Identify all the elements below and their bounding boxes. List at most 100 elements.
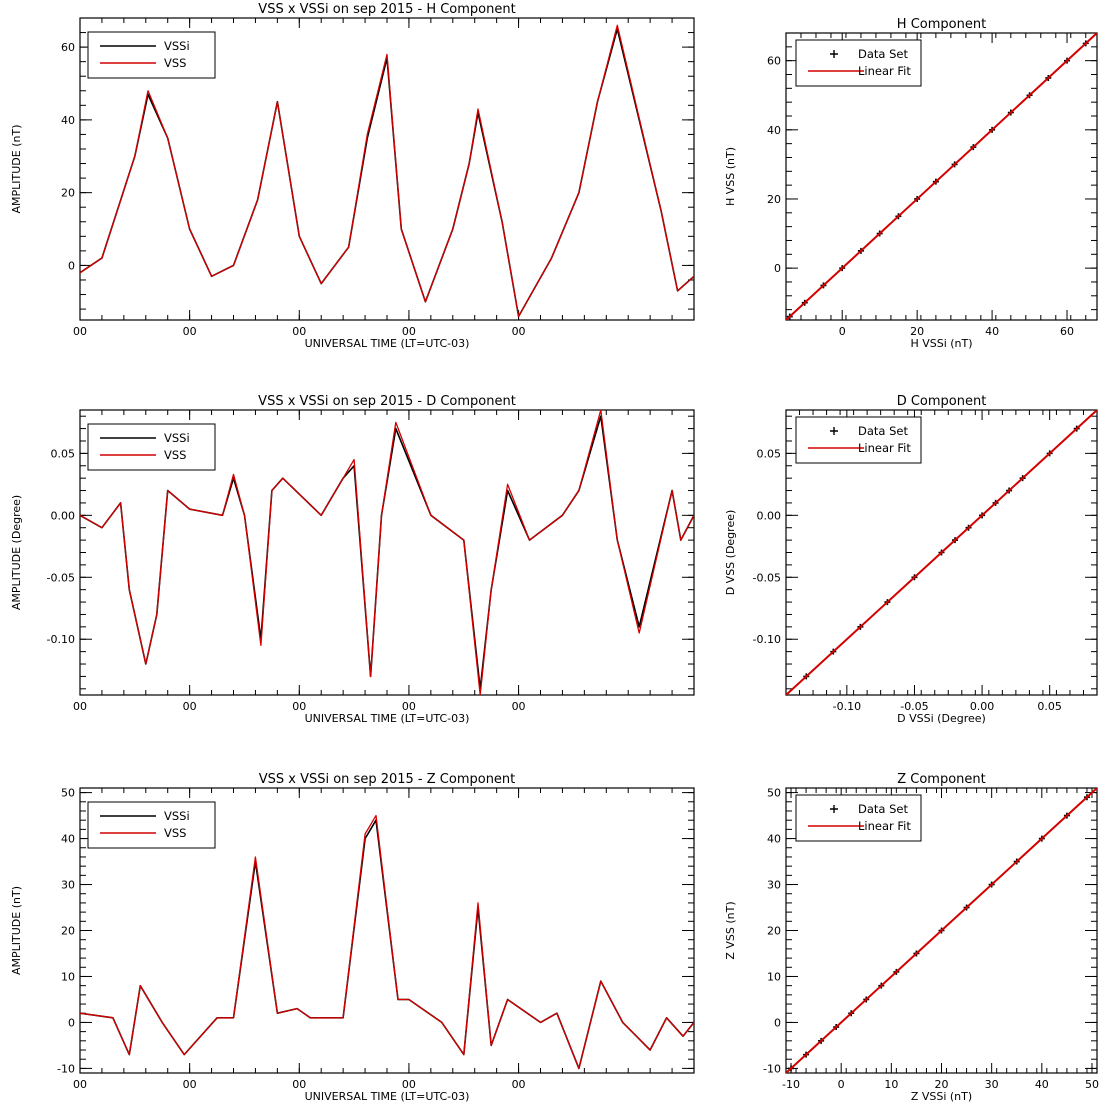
y-tick-label: 10 xyxy=(767,970,781,983)
y-axis-label: D VSS (Degree) xyxy=(724,510,737,596)
y-tick-label: 30 xyxy=(61,879,75,892)
linear-fit-line xyxy=(786,788,1097,1073)
plot-area xyxy=(786,410,1097,695)
legend-label: Data Set xyxy=(858,802,908,816)
y-tick-label: 20 xyxy=(61,925,75,938)
chart-title: VSS x VSSi on sep 2015 - H Component xyxy=(258,2,515,17)
x-tick-label: 60 xyxy=(1060,325,1074,338)
legend: VSSi VSS xyxy=(87,31,216,79)
x-tick-label: 20 xyxy=(935,1078,949,1091)
chart-title: Z Component xyxy=(897,772,986,787)
y-tick-label: 0 xyxy=(774,262,781,275)
panel-2: VSS x VSSi on sep 2015 - D Component 00 00… xyxy=(10,394,695,725)
x-tick-label: 00 xyxy=(402,1078,416,1091)
y-tick-label: 0 xyxy=(68,1016,75,1029)
chart-title: H Component xyxy=(897,17,986,32)
plot-area xyxy=(786,33,1097,320)
legend-box xyxy=(795,794,922,842)
x-axis-label: Z VSSi (nT) xyxy=(911,1090,972,1103)
y-tick-label: 0.00 xyxy=(757,509,782,522)
legend: Data Set Linear Fit xyxy=(795,794,922,842)
legend-label: VSS xyxy=(164,826,186,840)
y-tick-label: -10 xyxy=(57,1062,75,1075)
x-tick-label: 0.05 xyxy=(1037,700,1062,713)
panel-3: D Component -0.10 -0.05 0.00 0.05 -0.10 -0.05 0… xyxy=(724,394,1098,725)
y-tick-label: -0.05 xyxy=(753,571,781,584)
y-axis-label: Z VSS (nT) xyxy=(724,901,737,959)
legend: Data Set Linear Fit xyxy=(795,416,922,464)
x-axis-label: H VSSi (nT) xyxy=(910,337,972,350)
x-tick-label: 00 xyxy=(512,1078,526,1091)
y-tick-label: 40 xyxy=(61,833,75,846)
y-tick-label: 40 xyxy=(61,114,75,127)
x-tick-label: 00 xyxy=(183,325,197,338)
panel-1: H Component 0 20 40 60 0 20 40 60 H VSSi (nT) H VS… xyxy=(724,17,1098,350)
y-axis-label: H VSS (nT) xyxy=(724,147,737,206)
x-tick-label: 00 xyxy=(402,700,416,713)
y-tick-label: -10 xyxy=(763,1062,781,1075)
y-tick-label: -0.10 xyxy=(47,633,75,646)
y-tick-label: 10 xyxy=(61,970,75,983)
legend-label: Linear Fit xyxy=(858,64,911,78)
plot-area xyxy=(80,24,694,318)
x-axis-label: UNIVERSAL TIME (LT=UTC-03) xyxy=(305,712,470,725)
x-tick-label: 30 xyxy=(985,1078,999,1091)
legend-label: Data Set xyxy=(858,47,908,61)
plot-area xyxy=(786,788,1097,1073)
legend: VSSi VSS xyxy=(87,801,216,849)
legend-label: VSS xyxy=(164,56,186,70)
x-tick-label: 00 xyxy=(73,700,87,713)
x-tick-label: -10 xyxy=(782,1078,800,1091)
panel-0: VSS x VSSi on sep 2015 - H Component 00 00… xyxy=(10,2,695,350)
x-tick-label: 40 xyxy=(1035,1078,1049,1091)
x-axis-label: UNIVERSAL TIME (LT=UTC-03) xyxy=(305,337,470,350)
y-tick-label: 50 xyxy=(61,787,75,800)
y-tick-label: 20 xyxy=(767,193,781,206)
x-tick-label: 0 xyxy=(839,325,846,338)
y-tick-label: 40 xyxy=(767,124,781,137)
legend: VSSi VSS xyxy=(87,423,216,471)
series-line-vss xyxy=(80,24,694,318)
x-tick-label: 00 xyxy=(512,325,526,338)
x-tick-label: -0.05 xyxy=(900,700,928,713)
legend-label: VSSi xyxy=(164,431,190,445)
legend-box xyxy=(87,423,216,471)
legend-marker-data-set xyxy=(830,50,838,58)
x-tick-label: 0.00 xyxy=(970,700,995,713)
x-tick-label: -0.10 xyxy=(833,700,861,713)
chart-title: VSS x VSSi on sep 2015 - Z Component xyxy=(259,772,516,787)
legend-label: Data Set xyxy=(858,424,908,438)
x-tick-label: 00 xyxy=(183,1078,197,1091)
y-tick-label: 20 xyxy=(767,925,781,938)
y-tick-label: 0 xyxy=(774,1016,781,1029)
linear-fit-line xyxy=(786,410,1097,695)
x-tick-label: 00 xyxy=(402,325,416,338)
chart-title: VSS x VSSi on sep 2015 - D Component xyxy=(258,394,516,409)
x-tick-label: 00 xyxy=(73,1078,87,1091)
x-tick-label: 10 xyxy=(884,1078,898,1091)
y-tick-label: 0.00 xyxy=(51,509,76,522)
legend-marker-data-set xyxy=(830,427,838,435)
y-axis-label: AMPLITUDE (nT) xyxy=(10,886,23,975)
legend-label: VSSi xyxy=(164,39,190,53)
legend-label: Linear Fit xyxy=(858,819,911,833)
legend-box xyxy=(795,416,922,464)
legend-box xyxy=(87,801,216,849)
chart-title: D Component xyxy=(897,394,987,409)
y-tick-label: 60 xyxy=(767,55,781,68)
panel-5: Z Component -10 0 10 20 30 40 50 -10 0 10 20 30 40 50 Z… xyxy=(724,772,1099,1103)
y-tick-label: 40 xyxy=(767,833,781,846)
y-tick-label: 0.05 xyxy=(757,447,782,460)
x-tick-label: 40 xyxy=(985,325,999,338)
series-line-vss xyxy=(80,410,694,695)
legend-box xyxy=(87,31,216,79)
linear-fit-line xyxy=(786,33,1097,320)
legend-label: VSSi xyxy=(164,809,190,823)
y-axis-label: AMPLITUDE (Degree) xyxy=(10,495,23,610)
y-tick-label: -0.05 xyxy=(47,571,75,584)
x-tick-label: 00 xyxy=(512,700,526,713)
series-line-vssi xyxy=(80,819,694,1070)
x-axis-label: UNIVERSAL TIME (LT=UTC-03) xyxy=(305,1090,470,1103)
y-tick-label: 60 xyxy=(61,41,75,54)
